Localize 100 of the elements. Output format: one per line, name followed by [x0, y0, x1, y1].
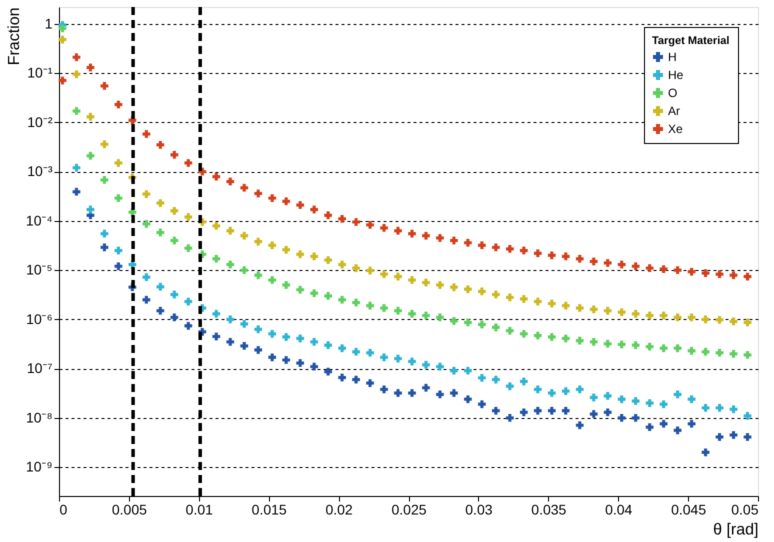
point — [422, 278, 430, 286]
point — [212, 172, 220, 181]
point — [562, 252, 570, 260]
point — [534, 332, 542, 340]
point — [632, 341, 640, 350]
point — [646, 264, 654, 272]
point — [352, 376, 360, 384]
point — [436, 234, 444, 242]
point — [184, 244, 192, 252]
point — [688, 346, 696, 355]
x-tick-label: 0 — [60, 502, 68, 518]
point — [492, 244, 500, 252]
point — [170, 206, 178, 215]
point — [618, 340, 626, 348]
legend-label: H — [668, 50, 677, 64]
point — [324, 368, 332, 376]
point — [604, 306, 612, 315]
point — [254, 271, 262, 280]
point — [702, 269, 710, 278]
point — [226, 226, 234, 235]
point — [520, 330, 528, 338]
point — [142, 190, 150, 198]
point — [156, 140, 164, 149]
point — [58, 76, 66, 84]
point — [744, 272, 752, 280]
point — [646, 312, 654, 320]
point — [366, 379, 374, 387]
point — [562, 387, 570, 395]
point — [548, 389, 556, 397]
point — [450, 366, 458, 375]
point — [464, 366, 472, 375]
point — [730, 318, 738, 326]
point — [464, 285, 472, 294]
point — [338, 296, 346, 304]
point — [604, 340, 612, 348]
point — [296, 250, 304, 258]
point — [730, 271, 738, 280]
point — [744, 433, 752, 441]
point — [282, 197, 290, 206]
x-tick-label: 0.025 — [391, 502, 427, 518]
point — [478, 241, 486, 250]
point — [100, 230, 108, 238]
point — [450, 317, 458, 325]
point — [114, 246, 122, 254]
point — [338, 214, 346, 223]
point — [590, 410, 598, 418]
point — [394, 389, 402, 397]
point — [632, 414, 640, 422]
point — [142, 296, 150, 304]
point — [450, 236, 458, 244]
point — [282, 246, 290, 254]
y-tick-label: 10⁻⁷ — [26, 360, 52, 376]
point — [506, 414, 514, 422]
point — [478, 320, 486, 328]
point — [86, 112, 94, 121]
point — [590, 258, 598, 266]
point — [212, 222, 220, 230]
point — [478, 374, 486, 382]
point — [548, 300, 556, 308]
x-tick-label: 0.04 — [605, 502, 633, 518]
point — [436, 390, 444, 398]
point — [156, 282, 164, 291]
point — [618, 414, 626, 422]
point — [394, 272, 402, 280]
y-axis-title: Fraction — [6, 8, 23, 66]
point — [436, 281, 444, 289]
point — [240, 320, 248, 328]
point — [86, 152, 94, 160]
point — [380, 304, 388, 312]
point — [100, 176, 108, 184]
point — [114, 194, 122, 202]
point — [212, 332, 220, 340]
point — [632, 262, 640, 270]
y-tick-label: 10⁻¹ — [27, 64, 53, 81]
point — [464, 318, 472, 326]
point — [170, 314, 178, 322]
point — [702, 448, 710, 456]
point — [268, 241, 276, 250]
point — [436, 314, 444, 322]
point — [58, 36, 66, 44]
point — [352, 218, 360, 226]
point — [310, 206, 318, 214]
point — [324, 341, 332, 350]
point — [604, 259, 612, 267]
point — [282, 281, 290, 289]
legend-label: He — [668, 68, 684, 82]
legend-label: O — [668, 86, 678, 100]
point — [534, 385, 542, 394]
point — [240, 184, 248, 192]
point — [86, 64, 94, 72]
point — [478, 288, 486, 296]
point — [100, 140, 108, 148]
point — [730, 405, 738, 414]
point — [506, 326, 514, 335]
point — [534, 298, 542, 306]
point — [380, 270, 388, 278]
point — [744, 318, 752, 326]
point — [632, 310, 640, 318]
x-axis-title: θ [rad] — [713, 522, 758, 538]
point — [492, 406, 500, 415]
